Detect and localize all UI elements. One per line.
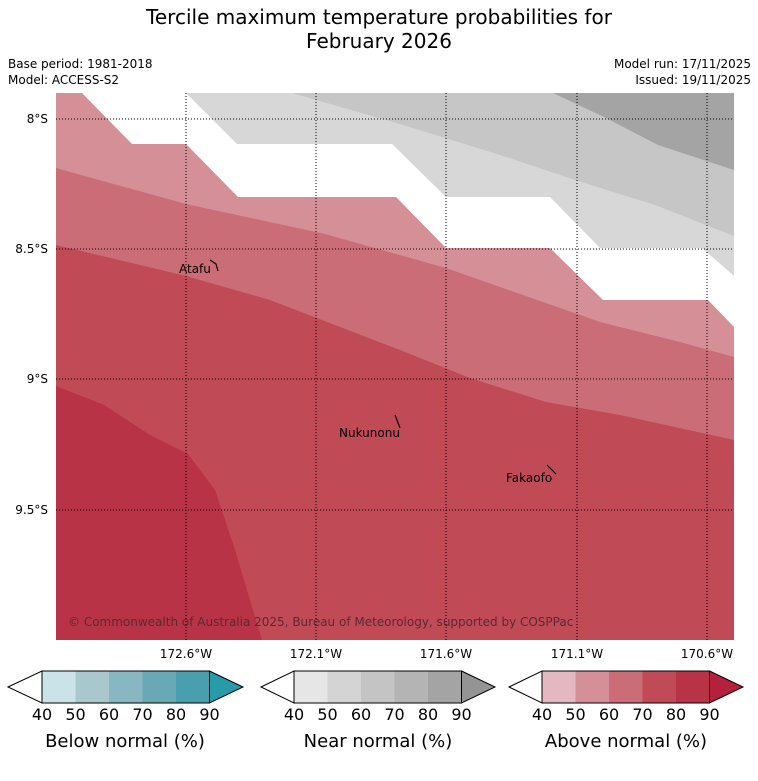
colorbar-above-bin-60-70 <box>609 671 643 703</box>
colorbar-above-ticks: 40 50 60 70 80 90 <box>532 705 720 724</box>
colorbar-near-bin-80-90 <box>428 671 462 703</box>
above-tick-60: 60 <box>599 705 619 724</box>
title-line-1: Tercile maximum temperature probabilitie… <box>146 5 612 29</box>
colorbar-near-bin-70-80 <box>394 671 428 703</box>
issued-date: Issued: 19/11/2025 <box>635 73 751 87</box>
near-tick-80: 80 <box>418 705 438 724</box>
above-tick-70: 70 <box>632 705 652 724</box>
colorbar-below-over-triangle <box>209 670 245 704</box>
colorbar-below-bin-70-80 <box>142 671 176 703</box>
colorbar-above-outline <box>541 670 710 704</box>
colorbar-near-bin-60-70 <box>361 671 395 703</box>
copyright-notice: © Commonwealth of Australia 2025, Bureau… <box>68 615 573 629</box>
lon-label-172-1w: 172.1°W <box>290 647 342 661</box>
colorbar-near-bin-40-50 <box>294 671 328 703</box>
colorbar-above-bin-80-90 <box>676 671 710 703</box>
colorbar-near-under-triangle <box>259 670 295 704</box>
near-tick-70: 70 <box>384 705 404 724</box>
legend-above-title: Above normal (%) <box>545 731 707 752</box>
colorbar-above-under-triangle <box>507 670 543 704</box>
below-tick-60: 60 <box>99 705 119 724</box>
latitude-labels: 8°S 8.5°S 9°S 9.5°S <box>15 112 48 517</box>
above-tick-80: 80 <box>666 705 686 724</box>
legend-below-title: Below normal (%) <box>45 731 205 752</box>
legend-below-normal: 40 50 60 70 80 90 Below normal (%) <box>6 670 245 752</box>
above-tick-90: 90 <box>699 705 719 724</box>
place-label-nukunonu: Nukunonu <box>339 426 400 440</box>
legend-above-normal: 40 50 60 70 80 90 Above normal (%) <box>507 670 745 752</box>
legend-near-normal: 40 50 60 70 80 90 Near normal (%) <box>259 670 497 752</box>
base-period: Base period: 1981-2018 <box>8 57 153 71</box>
model-run-date: Model run: 17/11/2025 <box>613 57 751 71</box>
colorbar-below-ticks: 40 50 60 70 80 90 <box>32 705 220 724</box>
nukunonu-atoll-outline <box>394 414 401 429</box>
colorbar-above-bin-70-80 <box>642 671 676 703</box>
lon-label-172-6w: 172.6°W <box>160 647 212 661</box>
near-tick-50: 50 <box>317 705 337 724</box>
lat-label-9-5s: 9.5°S <box>15 503 48 517</box>
near-tick-60: 60 <box>351 705 371 724</box>
below-tick-80: 80 <box>166 705 186 724</box>
above-tick-50: 50 <box>565 705 585 724</box>
colorbar-below-bin-60-70 <box>109 671 143 703</box>
lon-label-171-1w: 171.1°W <box>551 647 603 661</box>
below-tick-90: 90 <box>199 705 219 724</box>
atolls <box>209 259 557 475</box>
colorbar-below-bin-50-60 <box>75 671 109 703</box>
colorbar-near-ticks: 40 50 60 70 80 90 <box>284 705 472 724</box>
colorbar-below-bin-40-50 <box>42 671 76 703</box>
colorbar-above-bin-50-60 <box>575 671 609 703</box>
place-labels: Atafu Nukunonu Fakaofo <box>179 262 552 485</box>
probability-map <box>56 93 734 640</box>
colorbar-near-over-triangle <box>461 670 497 704</box>
atafu-atoll-outline <box>209 259 219 272</box>
place-label-atafu: Atafu <box>179 262 211 276</box>
colorbar-below-bin-80-90 <box>176 671 210 703</box>
fakaofo-atoll-outline <box>546 464 557 475</box>
below-tick-40: 40 <box>32 705 52 724</box>
colorbar-above-bin-40-50 <box>542 671 576 703</box>
model-info: Base period: 1981-2018 Model: ACCESS-S2 <box>8 56 153 88</box>
near-normal-50-60-region <box>292 93 734 236</box>
colorbar-above-over-triangle <box>709 670 745 704</box>
lat-label-8s: 8°S <box>27 112 48 126</box>
near-tick-90: 90 <box>451 705 471 724</box>
colorbar-near-bin-50-60 <box>327 671 361 703</box>
below-tick-70: 70 <box>132 705 152 724</box>
lat-label-8-5s: 8.5°S <box>15 242 48 256</box>
model-name: Model: ACCESS-S2 <box>8 73 120 87</box>
colorbar-below-under-triangle <box>6 670 43 704</box>
legend-near-title: Near normal (%) <box>304 731 453 752</box>
above-normal-80-90-region <box>56 386 262 640</box>
map-title: Tercile maximum temperature probabilitie… <box>0 5 758 53</box>
lon-label-170-6w: 170.6°W <box>681 647 733 661</box>
graticule <box>56 93 734 640</box>
below-tick-50: 50 <box>65 705 85 724</box>
above-tick-40: 40 <box>532 705 552 724</box>
place-label-fakaofo: Fakaofo <box>506 471 552 485</box>
colorbar-near-outline <box>293 670 462 704</box>
issue-info: Model run: 17/11/2025 Issued: 19/11/2025 <box>614 56 751 88</box>
lon-label-171-6w: 171.6°W <box>420 647 472 661</box>
near-tick-40: 40 <box>284 705 304 724</box>
lat-label-9s: 9°S <box>27 372 48 386</box>
longitude-labels: 172.6°W 172.1°W 171.6°W 171.1°W 170.6°W <box>160 647 733 661</box>
near-normal-80-90-region <box>553 93 734 170</box>
title-line-2: February 2026 <box>306 29 452 53</box>
colorbar-below-outline <box>41 670 210 704</box>
